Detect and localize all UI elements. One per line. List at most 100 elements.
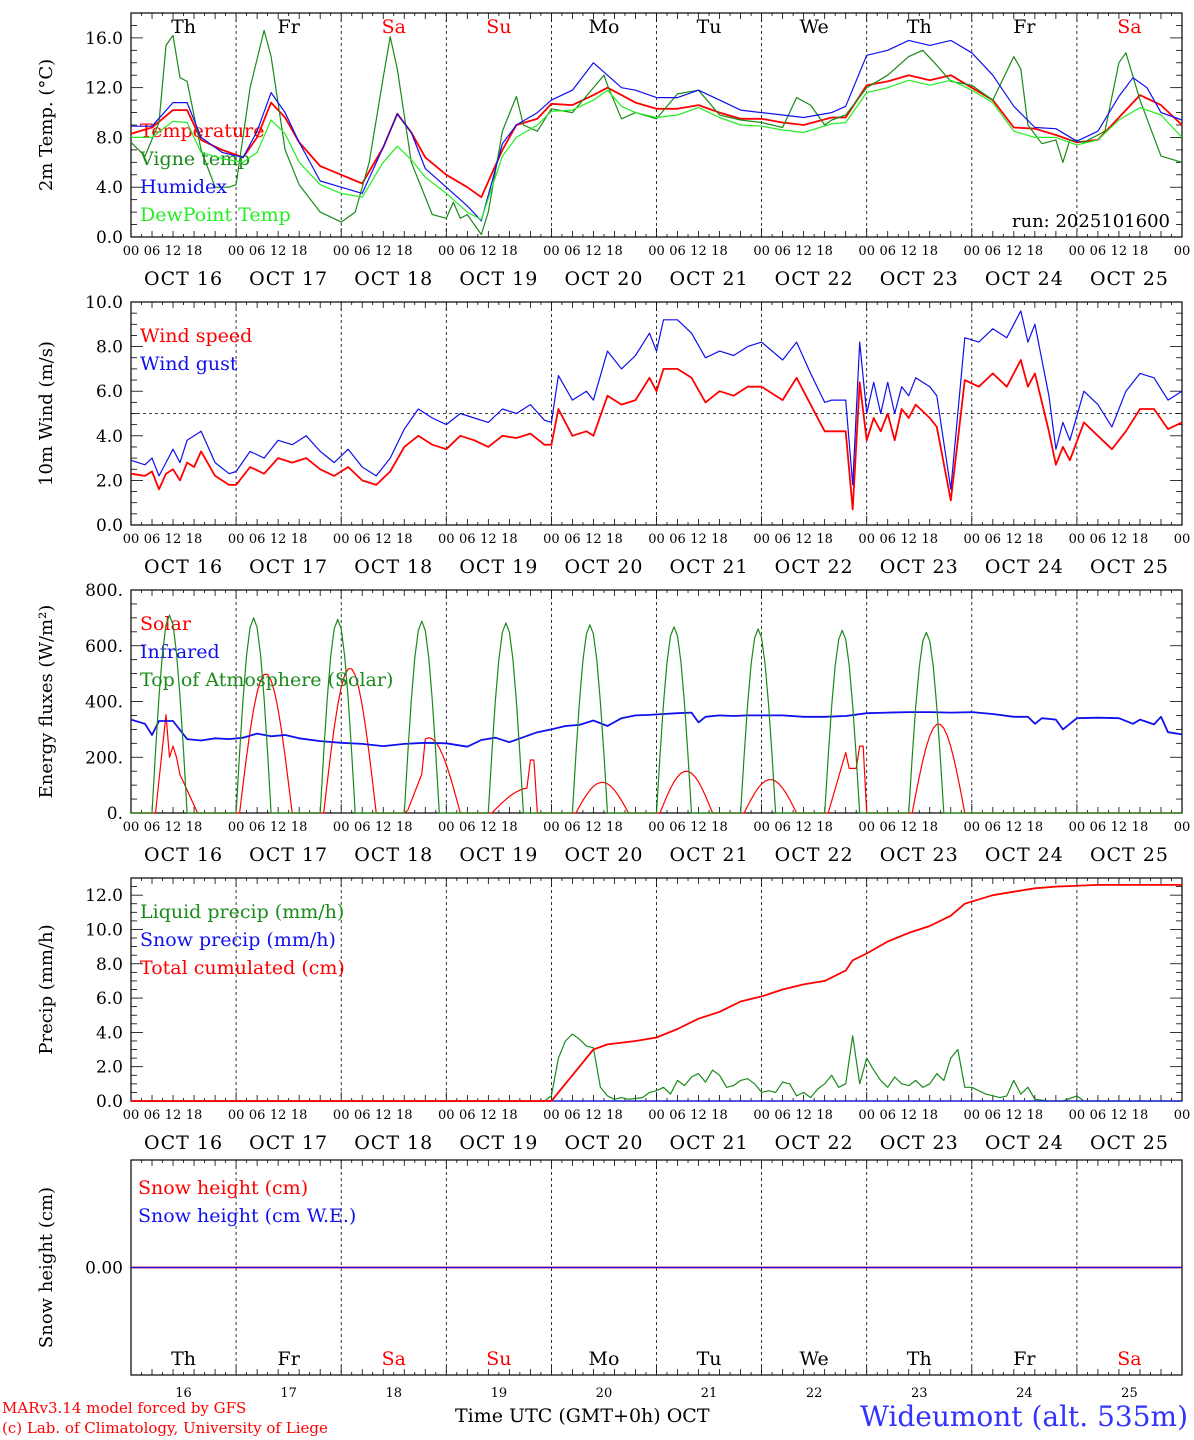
- series-line-top-of-atmosphere-solar-: [131, 614, 1182, 814]
- hour-tick-label: 12: [375, 244, 392, 259]
- series-line-infrared: [130, 711, 1183, 748]
- hour-tick-label: 00: [543, 820, 560, 835]
- weekday-label: Fr: [1013, 1348, 1036, 1370]
- hour-tick-label: 12: [480, 532, 497, 547]
- weekday-label: Sa: [1117, 16, 1141, 38]
- weekday-label: Tu: [697, 16, 722, 38]
- legend-entry: Top of Atmosphere (Solar): [140, 669, 393, 691]
- hour-tick-label: 00: [648, 244, 665, 259]
- hour-tick-label: 00: [858, 532, 875, 547]
- hour-tick-label: 00: [438, 1108, 455, 1123]
- hour-tick-label: 06: [249, 244, 266, 259]
- y-tick-label: 400.: [85, 693, 123, 713]
- legend-entry: Snow height (cm W.E.): [138, 1205, 356, 1227]
- hour-tick-label: 06: [669, 1108, 686, 1123]
- hour-tick-label: 00: [543, 532, 560, 547]
- hour-tick-label: 00: [333, 244, 350, 259]
- legend-entry: Vigne temp: [139, 148, 250, 170]
- hour-tick-label: 06: [564, 820, 581, 835]
- weekday-label: Fr: [278, 1348, 301, 1370]
- legend-entry: Total cumulated (cm): [140, 957, 345, 979]
- y-tick-label: 6.0: [96, 382, 123, 402]
- y-tick-label: 0.0: [96, 1092, 123, 1112]
- hour-tick-label: 00: [543, 244, 560, 259]
- hour-tick-label: 00: [1174, 244, 1191, 259]
- y-tick-label: 2.0: [96, 471, 123, 491]
- hour-tick-label: 06: [985, 244, 1002, 259]
- hour-tick-label: 06: [144, 244, 161, 259]
- weekday-label: Sa: [382, 16, 406, 38]
- hour-tick-label: 06: [774, 1108, 791, 1123]
- panel-frame: [130, 589, 1183, 814]
- series-line-total-cumulated-cm-: [131, 884, 1182, 1102]
- hour-tick-label: 18: [291, 532, 308, 547]
- y-tick-label: 0.0: [96, 516, 123, 536]
- series-line-wind-speed: [130, 359, 1183, 511]
- hour-tick-label: 12: [375, 820, 392, 835]
- hour-tick-label: 00: [1174, 532, 1191, 547]
- y-axis-label: 2m Temp. (°C): [36, 59, 57, 191]
- hour-tick-label: 00: [1174, 1108, 1191, 1123]
- hour-tick-label: 18: [396, 532, 413, 547]
- hour-tick-label: 06: [1090, 820, 1107, 835]
- hour-tick-label: 18: [501, 532, 518, 547]
- hour-tick-label: 12: [270, 244, 287, 259]
- hour-tick-label: 12: [375, 1108, 392, 1123]
- y-tick-label: 2.0: [96, 1058, 123, 1078]
- y-tick-label: 8.0: [96, 955, 123, 975]
- hour-tick-label: 06: [564, 1108, 581, 1123]
- date-label: OCT 18: [354, 1132, 433, 1154]
- hour-tick-label: 12: [1111, 532, 1128, 547]
- hour-tick-label: 00: [1069, 820, 1086, 835]
- weekday-label: Su: [486, 1348, 511, 1370]
- model-credit-line: MARv3.14 model forced by GFS: [2, 1399, 247, 1417]
- hour-tick-label: 18: [1027, 244, 1044, 259]
- series-line-dewpoint-temp: [131, 79, 1183, 221]
- hour-tick-label: 06: [879, 820, 896, 835]
- hour-tick-label: 12: [585, 532, 602, 547]
- hour-tick-label: 12: [1006, 1108, 1023, 1123]
- hour-tick-label: 06: [1090, 532, 1107, 547]
- weekday-label: Th: [907, 16, 932, 38]
- hour-tick-label: 00: [964, 244, 981, 259]
- date-label: OCT 16: [144, 844, 223, 866]
- y-tick-label: 0.00: [85, 1259, 123, 1279]
- weekday-label: Th: [171, 1348, 196, 1370]
- y-axis-label: 10m Wind (m/s): [36, 341, 57, 486]
- hour-tick-label: 18: [816, 532, 833, 547]
- hour-tick-label: 06: [774, 820, 791, 835]
- date-label: OCT 23: [880, 268, 959, 290]
- series-line-liquid-precip-mm-h-: [131, 1033, 1182, 1102]
- hour-tick-label: 06: [354, 244, 371, 259]
- date-label: OCT 23: [880, 844, 959, 866]
- series-line-wind-gust: [130, 310, 1183, 490]
- hour-tick-label: 18: [711, 532, 728, 547]
- hour-tick-label: 18: [1027, 1108, 1044, 1123]
- hour-tick-label: 18: [711, 244, 728, 259]
- weekday-label: Fr: [278, 16, 301, 38]
- hour-tick-label: 18: [816, 244, 833, 259]
- hour-tick-label: 18: [921, 1108, 938, 1123]
- y-tick-label: 800.: [85, 581, 123, 601]
- date-label: OCT 25: [1090, 844, 1169, 866]
- y-tick-label: 600.: [85, 637, 123, 657]
- date-label: OCT 22: [775, 268, 854, 290]
- date-label: OCT 21: [670, 844, 749, 866]
- date-label: OCT 24: [985, 556, 1064, 578]
- hour-tick-label: 06: [459, 820, 476, 835]
- hour-tick-label: 18: [291, 820, 308, 835]
- hour-tick-label: 18: [1027, 820, 1044, 835]
- hour-tick-label: 00: [753, 532, 770, 547]
- hour-tick-label: 12: [165, 1108, 182, 1123]
- date-label: OCT 24: [985, 1132, 1064, 1154]
- date-label: OCT 25: [1090, 556, 1169, 578]
- hour-tick-label: 12: [585, 820, 602, 835]
- hour-tick-label: 18: [1132, 1108, 1149, 1123]
- hour-tick-label: 18: [1027, 532, 1044, 547]
- hour-tick-label: 00: [1069, 532, 1086, 547]
- hour-tick-label: 06: [249, 820, 266, 835]
- hour-tick-label: 18: [816, 820, 833, 835]
- hour-tick-label: 00: [123, 1108, 140, 1123]
- legend-entry: Temperature: [140, 120, 264, 142]
- hour-tick-label: 00: [333, 532, 350, 547]
